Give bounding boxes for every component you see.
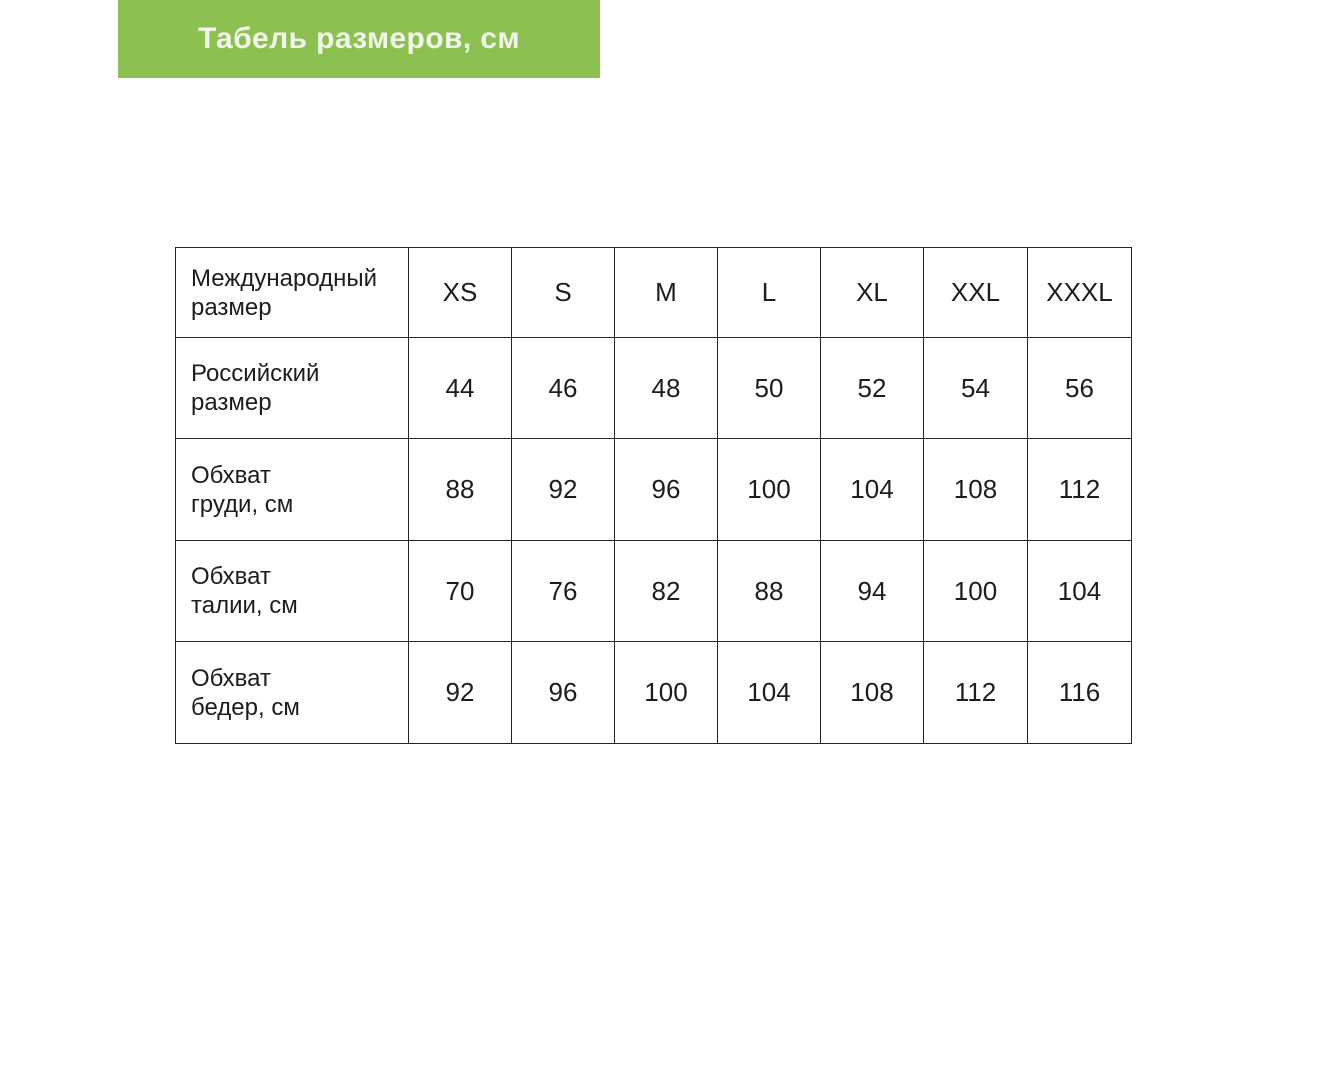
waist-value: 100 [923,540,1028,642]
russian-size-value: 56 [1027,337,1132,439]
table-row-waist: Обхват талии, см 70 76 82 88 94 100 104 [175,540,1132,642]
waist-value: 70 [408,540,512,642]
row-label-waist: Обхват талии, см [175,540,409,642]
size-header-xxxl: XXXL [1027,247,1132,338]
row-label-international-size: Международный размер [175,247,409,338]
row-label-russian-size: Российский размер [175,337,409,439]
hips-value: 108 [820,641,924,744]
hips-value: 116 [1027,641,1132,744]
table-row-chest: Обхват груди, см 88 92 96 100 104 108 11… [175,438,1132,541]
waist-value: 88 [717,540,821,642]
russian-size-value: 44 [408,337,512,439]
chest-value: 108 [923,438,1028,541]
chest-value: 100 [717,438,821,541]
chest-value: 112 [1027,438,1132,541]
title-badge: Табель размеров, см [118,0,600,78]
size-header-l: L [717,247,821,338]
hips-value: 112 [923,641,1028,744]
russian-size-value: 52 [820,337,924,439]
size-header-s: S [511,247,615,338]
size-header-xxl: XXL [923,247,1028,338]
table-row-russian-size: Российский размер 44 46 48 50 52 54 56 [175,337,1132,439]
page-title: Табель размеров, см [198,22,520,55]
waist-value: 104 [1027,540,1132,642]
chest-value: 96 [614,438,718,541]
row-label-chest: Обхват груди, см [175,438,409,541]
size-header-xl: XL [820,247,924,338]
chest-value: 88 [408,438,512,541]
size-header-xs: XS [408,247,512,338]
russian-size-value: 54 [923,337,1028,439]
hips-value: 96 [511,641,615,744]
hips-value: 100 [614,641,718,744]
row-label-hips: Обхват бедер, см [175,641,409,744]
waist-value: 94 [820,540,924,642]
chest-value: 104 [820,438,924,541]
table-row-hips: Обхват бедер, см 92 96 100 104 108 112 1… [175,641,1132,744]
chest-value: 92 [511,438,615,541]
waist-value: 76 [511,540,615,642]
size-header-m: M [614,247,718,338]
russian-size-value: 48 [614,337,718,439]
waist-value: 82 [614,540,718,642]
hips-value: 92 [408,641,512,744]
size-table: Международный размер XS S M L XL XXL XXX… [175,247,1132,744]
table-header-row: Международный размер XS S M L XL XXL XXX… [175,247,1132,338]
hips-value: 104 [717,641,821,744]
russian-size-value: 50 [717,337,821,439]
russian-size-value: 46 [511,337,615,439]
